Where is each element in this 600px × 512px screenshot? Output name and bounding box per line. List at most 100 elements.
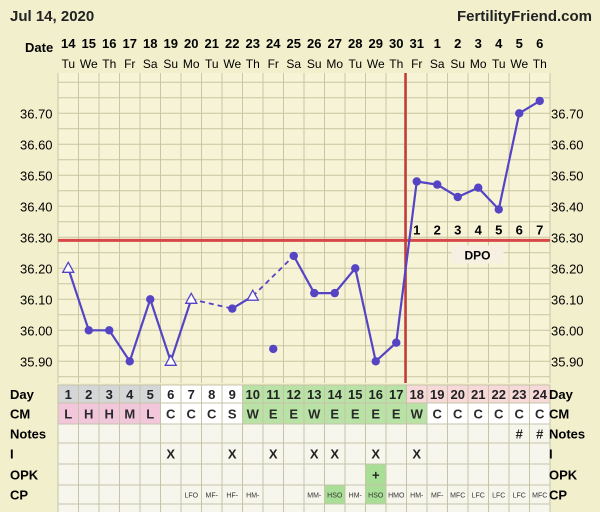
cp-value: HMO <box>388 493 405 500</box>
opk-cell <box>426 463 448 486</box>
notes-cell <box>283 423 305 444</box>
notes-cell <box>303 423 325 444</box>
dpo-label: DPO <box>464 248 490 262</box>
cp-value: MFC <box>532 493 547 500</box>
weekday-label: Th <box>246 57 260 71</box>
opk-cell <box>324 463 346 486</box>
cp-value: MFC <box>450 493 465 500</box>
date-label: 14 <box>61 36 76 51</box>
notes-cell <box>160 423 182 444</box>
day-value: 14 <box>328 387 343 402</box>
intercourse-cell <box>242 442 264 465</box>
day-value: 23 <box>512 387 526 402</box>
dpo-number: 4 <box>475 222 483 237</box>
cm-value: L <box>64 407 72 422</box>
y-tick-label-left: 36.70 <box>20 106 53 121</box>
extra-cell <box>221 503 243 512</box>
temperature-point <box>125 357 134 366</box>
weekday-label: Th <box>533 57 547 71</box>
date-label: 29 <box>369 36 383 51</box>
temperature-line-dashed <box>252 255 295 297</box>
day-value: 16 <box>369 387 383 402</box>
cm-value: C <box>535 407 545 422</box>
date-label: 1 <box>434 36 441 51</box>
opk-cell <box>529 463 551 486</box>
extra-cell <box>201 503 223 512</box>
opk-cell <box>406 463 428 486</box>
cm-value: C <box>187 407 197 422</box>
day-value: 3 <box>106 387 113 402</box>
day-value: 4 <box>126 387 134 402</box>
notes-cell <box>344 423 366 444</box>
day-value: 21 <box>471 387 485 402</box>
y-tick-label-right: 36.40 <box>551 199 584 214</box>
extra-cell <box>262 503 284 512</box>
intercourse-cell <box>98 442 120 465</box>
cm-value: H <box>105 407 114 422</box>
intercourse-cell <box>180 442 202 465</box>
cm-value: W <box>308 407 321 422</box>
opk-cell <box>57 463 79 486</box>
weekday-label: Sa <box>286 57 301 71</box>
opk-cell <box>488 463 510 486</box>
temperature-point <box>433 180 442 189</box>
cp-cell <box>57 484 79 505</box>
date-label: 3 <box>475 36 482 51</box>
y-tick-label-right: 36.60 <box>551 137 584 152</box>
temperature-point-discarded <box>246 288 260 301</box>
intercourse-cell <box>508 442 530 465</box>
intercourse-cell <box>488 442 510 465</box>
day-value: 19 <box>430 387 444 402</box>
temperature-point <box>310 288 319 298</box>
day-value: 8 <box>208 387 215 402</box>
weekday-label: Fr <box>411 57 422 71</box>
day-value: 2 <box>85 387 92 402</box>
date-label: 23 <box>246 36 260 51</box>
weekday-label: Mo <box>326 57 343 71</box>
extra-cell <box>303 503 325 512</box>
weekday-label: We <box>367 57 385 71</box>
opk-cell <box>98 463 120 486</box>
weekday-label: Su <box>450 57 465 71</box>
date-label: 17 <box>123 36 137 51</box>
y-tick-label-left: 36.60 <box>20 137 53 152</box>
cp-cell <box>78 484 100 505</box>
notes-cell <box>447 423 469 444</box>
intercourse-cell <box>139 442 161 465</box>
date-label: 21 <box>205 36 219 51</box>
temperature-point <box>474 183 483 192</box>
day-value: 13 <box>307 387 321 402</box>
temperature-point-discarded <box>164 353 178 366</box>
extra-cell <box>283 503 305 512</box>
temperature-point <box>494 205 503 214</box>
opk-cell <box>119 463 141 486</box>
notes-cell <box>201 423 223 444</box>
date-label: 19 <box>164 36 178 51</box>
notes-cell <box>426 423 448 444</box>
extra-cell <box>57 503 79 512</box>
temperature-line-dashed <box>191 298 233 310</box>
opk-cell <box>508 463 530 486</box>
intercourse-cell <box>78 442 100 465</box>
day-value: 1 <box>65 387 72 402</box>
temperature-point <box>289 251 298 261</box>
notes-cell <box>119 423 141 444</box>
weekday-label: We <box>223 57 241 71</box>
cp-row-label: CP <box>10 488 28 503</box>
intercourse-cell <box>529 442 551 465</box>
dpo-number: 3 <box>454 222 461 237</box>
temperature-point-discarded <box>184 291 198 304</box>
notes-cell <box>488 423 510 444</box>
opk-cell <box>467 463 489 486</box>
opk-row-label: OPK <box>10 468 39 483</box>
weekday-label: Su <box>307 57 322 71</box>
extra-cell <box>139 503 161 512</box>
cp-value: HF- <box>226 493 238 500</box>
cm-value: E <box>269 407 278 422</box>
date-label: 22 <box>225 36 239 51</box>
opk-cell <box>221 463 243 486</box>
weekday-label: Tu <box>61 57 75 71</box>
opk-cell <box>303 463 325 486</box>
y-tick-label-left: 36.20 <box>20 261 53 276</box>
